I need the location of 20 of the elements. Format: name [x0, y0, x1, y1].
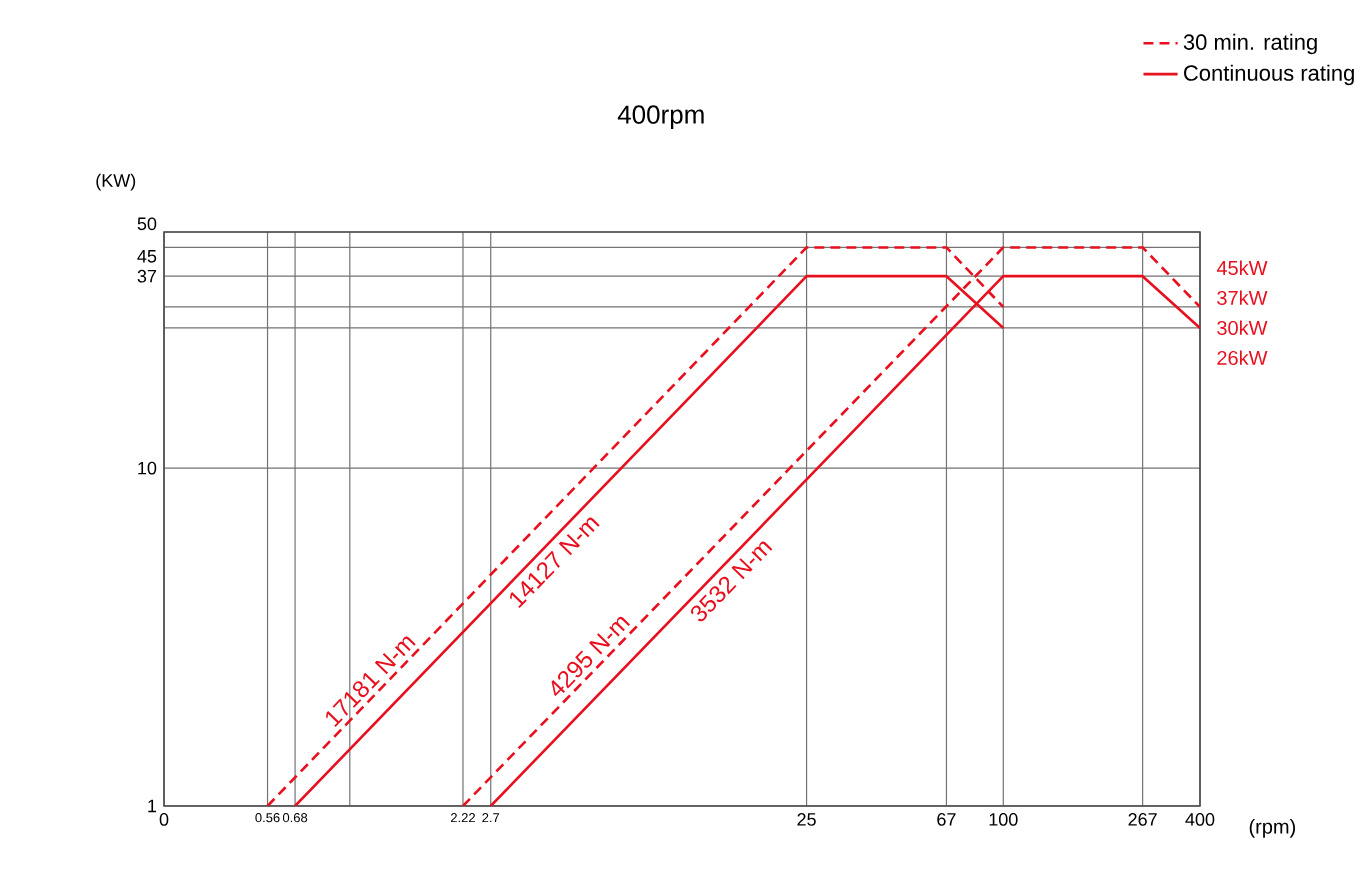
legend-label: 30 min. rating	[1183, 33, 1317, 55]
text: 37kW	[1217, 290, 1268, 306]
x-tick-label: 0	[159, 813, 169, 826]
x-tick-label: 67	[937, 813, 956, 826]
text: 30kW	[1217, 320, 1268, 336]
y-tick-label: 45	[137, 250, 157, 263]
x-axis-title: (rpm)	[1249, 819, 1296, 838]
legend-label: Continuous rating	[1184, 64, 1354, 86]
y-tick-label: 1	[148, 799, 157, 813]
y-axis-title: (KW)	[96, 173, 136, 191]
chart-title: 400rpm	[617, 105, 704, 129]
text: 45kW	[1216, 260, 1268, 276]
x-tick-label: 25	[797, 813, 816, 826]
y-tick-label: 50	[137, 217, 157, 231]
y-tick-label: 37	[137, 269, 157, 283]
x-tick-label: 267	[1128, 813, 1157, 826]
x-tick-label: 100	[989, 813, 1018, 826]
text: 26kW	[1217, 350, 1268, 366]
x-tick-label: 400	[1185, 813, 1215, 826]
y-tick-label: 10	[138, 461, 157, 475]
